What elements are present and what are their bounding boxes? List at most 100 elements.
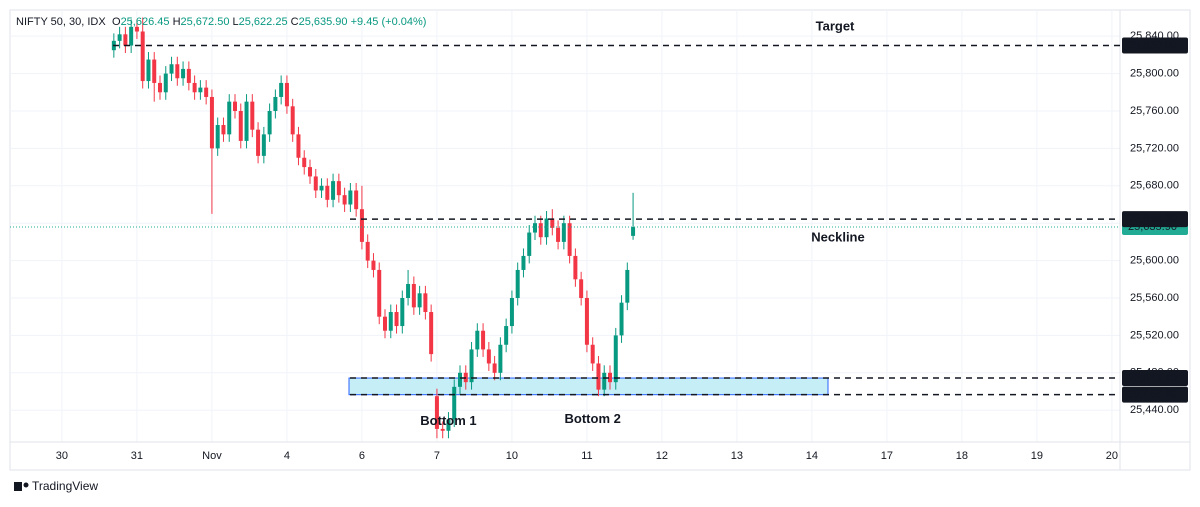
x-tick-label: 6 [359, 450, 365, 462]
candle-body [308, 167, 312, 177]
candle-body [613, 335, 618, 383]
level-label: 25,644.30 [1128, 213, 1177, 225]
candle-body [319, 185, 324, 191]
legend-value: 25,672.50 [181, 16, 230, 28]
candle-body [256, 129, 261, 156]
candle-body [290, 106, 295, 135]
candle-body [163, 73, 168, 93]
candle-body [619, 302, 624, 336]
level-badge [1122, 211, 1188, 228]
candle-body [550, 218, 555, 228]
symbol: NIFTY 50, 30, IDX [16, 16, 106, 28]
candle-body [227, 101, 232, 135]
candle-body [533, 223, 537, 233]
candle-body [273, 96, 278, 111]
candle-body [608, 372, 612, 383]
candle-body [279, 82, 284, 97]
candle-body [515, 269, 520, 298]
legend-value: 25,622.25 [239, 16, 288, 28]
legend-value: 25,626.45 [121, 16, 170, 28]
x-tick-label: Nov [202, 450, 222, 462]
candle-body [186, 68, 191, 83]
level-text: Target [816, 18, 855, 33]
x-tick-label: 31 [131, 450, 143, 462]
level-badge [1122, 370, 1188, 387]
candle-body [123, 34, 128, 46]
candle-body [400, 298, 405, 327]
support-zone [348, 377, 829, 396]
candle-body [181, 68, 186, 79]
candle-body [486, 349, 491, 364]
x-tick-label: 4 [284, 450, 290, 462]
candle-body [538, 223, 543, 238]
candle-body [417, 293, 422, 308]
x-tick-label: 10 [506, 450, 518, 462]
x-tick-label: 13 [731, 450, 743, 462]
candle-body [458, 372, 462, 387]
candle-body [342, 195, 347, 205]
annotation: Bottom 2 [565, 411, 621, 426]
y-tick-label: 25,440.00 [1130, 404, 1179, 416]
candle-body [158, 82, 162, 93]
candle-body [169, 64, 174, 74]
candle-body [481, 330, 486, 350]
candle-body [440, 428, 445, 431]
candle-body [423, 293, 428, 313]
y-tick-label: 25,560.00 [1130, 292, 1179, 304]
x-tick-label: 17 [881, 450, 893, 462]
candle-body [175, 64, 180, 79]
x-tick-label: 30 [56, 450, 68, 462]
candle-body [117, 34, 122, 41]
candle-body [198, 87, 203, 93]
x-tick-label: 19 [1031, 450, 1043, 462]
candle-body [146, 59, 151, 82]
candle-body [567, 223, 572, 256]
legend-change: +9.45 (+0.04%) [351, 16, 427, 28]
legend-value: 25,635.90 [299, 16, 348, 28]
candle-body [406, 283, 411, 298]
candle-body [204, 87, 209, 97]
candle-body [140, 31, 145, 82]
candle-body [250, 101, 255, 130]
candle-body [152, 59, 157, 83]
candle-body [325, 185, 330, 200]
candle-body [452, 386, 457, 420]
legend-key: C [291, 16, 299, 28]
candle-body [544, 218, 549, 238]
x-tick-label: 18 [956, 450, 968, 462]
candle-body [354, 190, 359, 210]
candle-body [261, 134, 266, 156]
y-tick-label: 25,800.00 [1130, 67, 1179, 79]
candle-body [302, 157, 307, 168]
candle-body [233, 101, 237, 111]
candle-body [521, 255, 526, 270]
candle-body [631, 227, 636, 236]
candle-body [284, 82, 289, 107]
y-tick-label: 25,720.00 [1130, 142, 1179, 154]
level-label: 25,830.00 [1128, 39, 1177, 51]
candle-body [590, 344, 595, 364]
candle-body [469, 349, 474, 383]
legend-key: H [173, 16, 181, 28]
level-label: 25,474.40 [1128, 372, 1177, 384]
candle-body [221, 125, 226, 135]
y-tick-label: 25,680.00 [1130, 180, 1179, 192]
candle-body [446, 419, 451, 431]
candle-body [244, 101, 249, 141]
y-tick-label: 25,520.00 [1130, 329, 1179, 341]
ohlc-legend: O25,626.45 H25,672.50 L25,622.25 C25,635… [112, 16, 426, 28]
candle-body [296, 134, 301, 158]
candle-body [134, 26, 139, 32]
level-label: 25,456.60 [1128, 389, 1177, 401]
candle-body [359, 209, 364, 242]
candle-body [377, 269, 382, 317]
level-badge [1122, 386, 1188, 403]
annotation: Bottom 1 [420, 413, 476, 428]
candle-body [429, 312, 434, 355]
candle-body [267, 110, 272, 135]
candle-body [209, 96, 214, 149]
candle-body [625, 269, 630, 303]
frame [9, 9, 1191, 471]
candle-body [556, 227, 561, 242]
